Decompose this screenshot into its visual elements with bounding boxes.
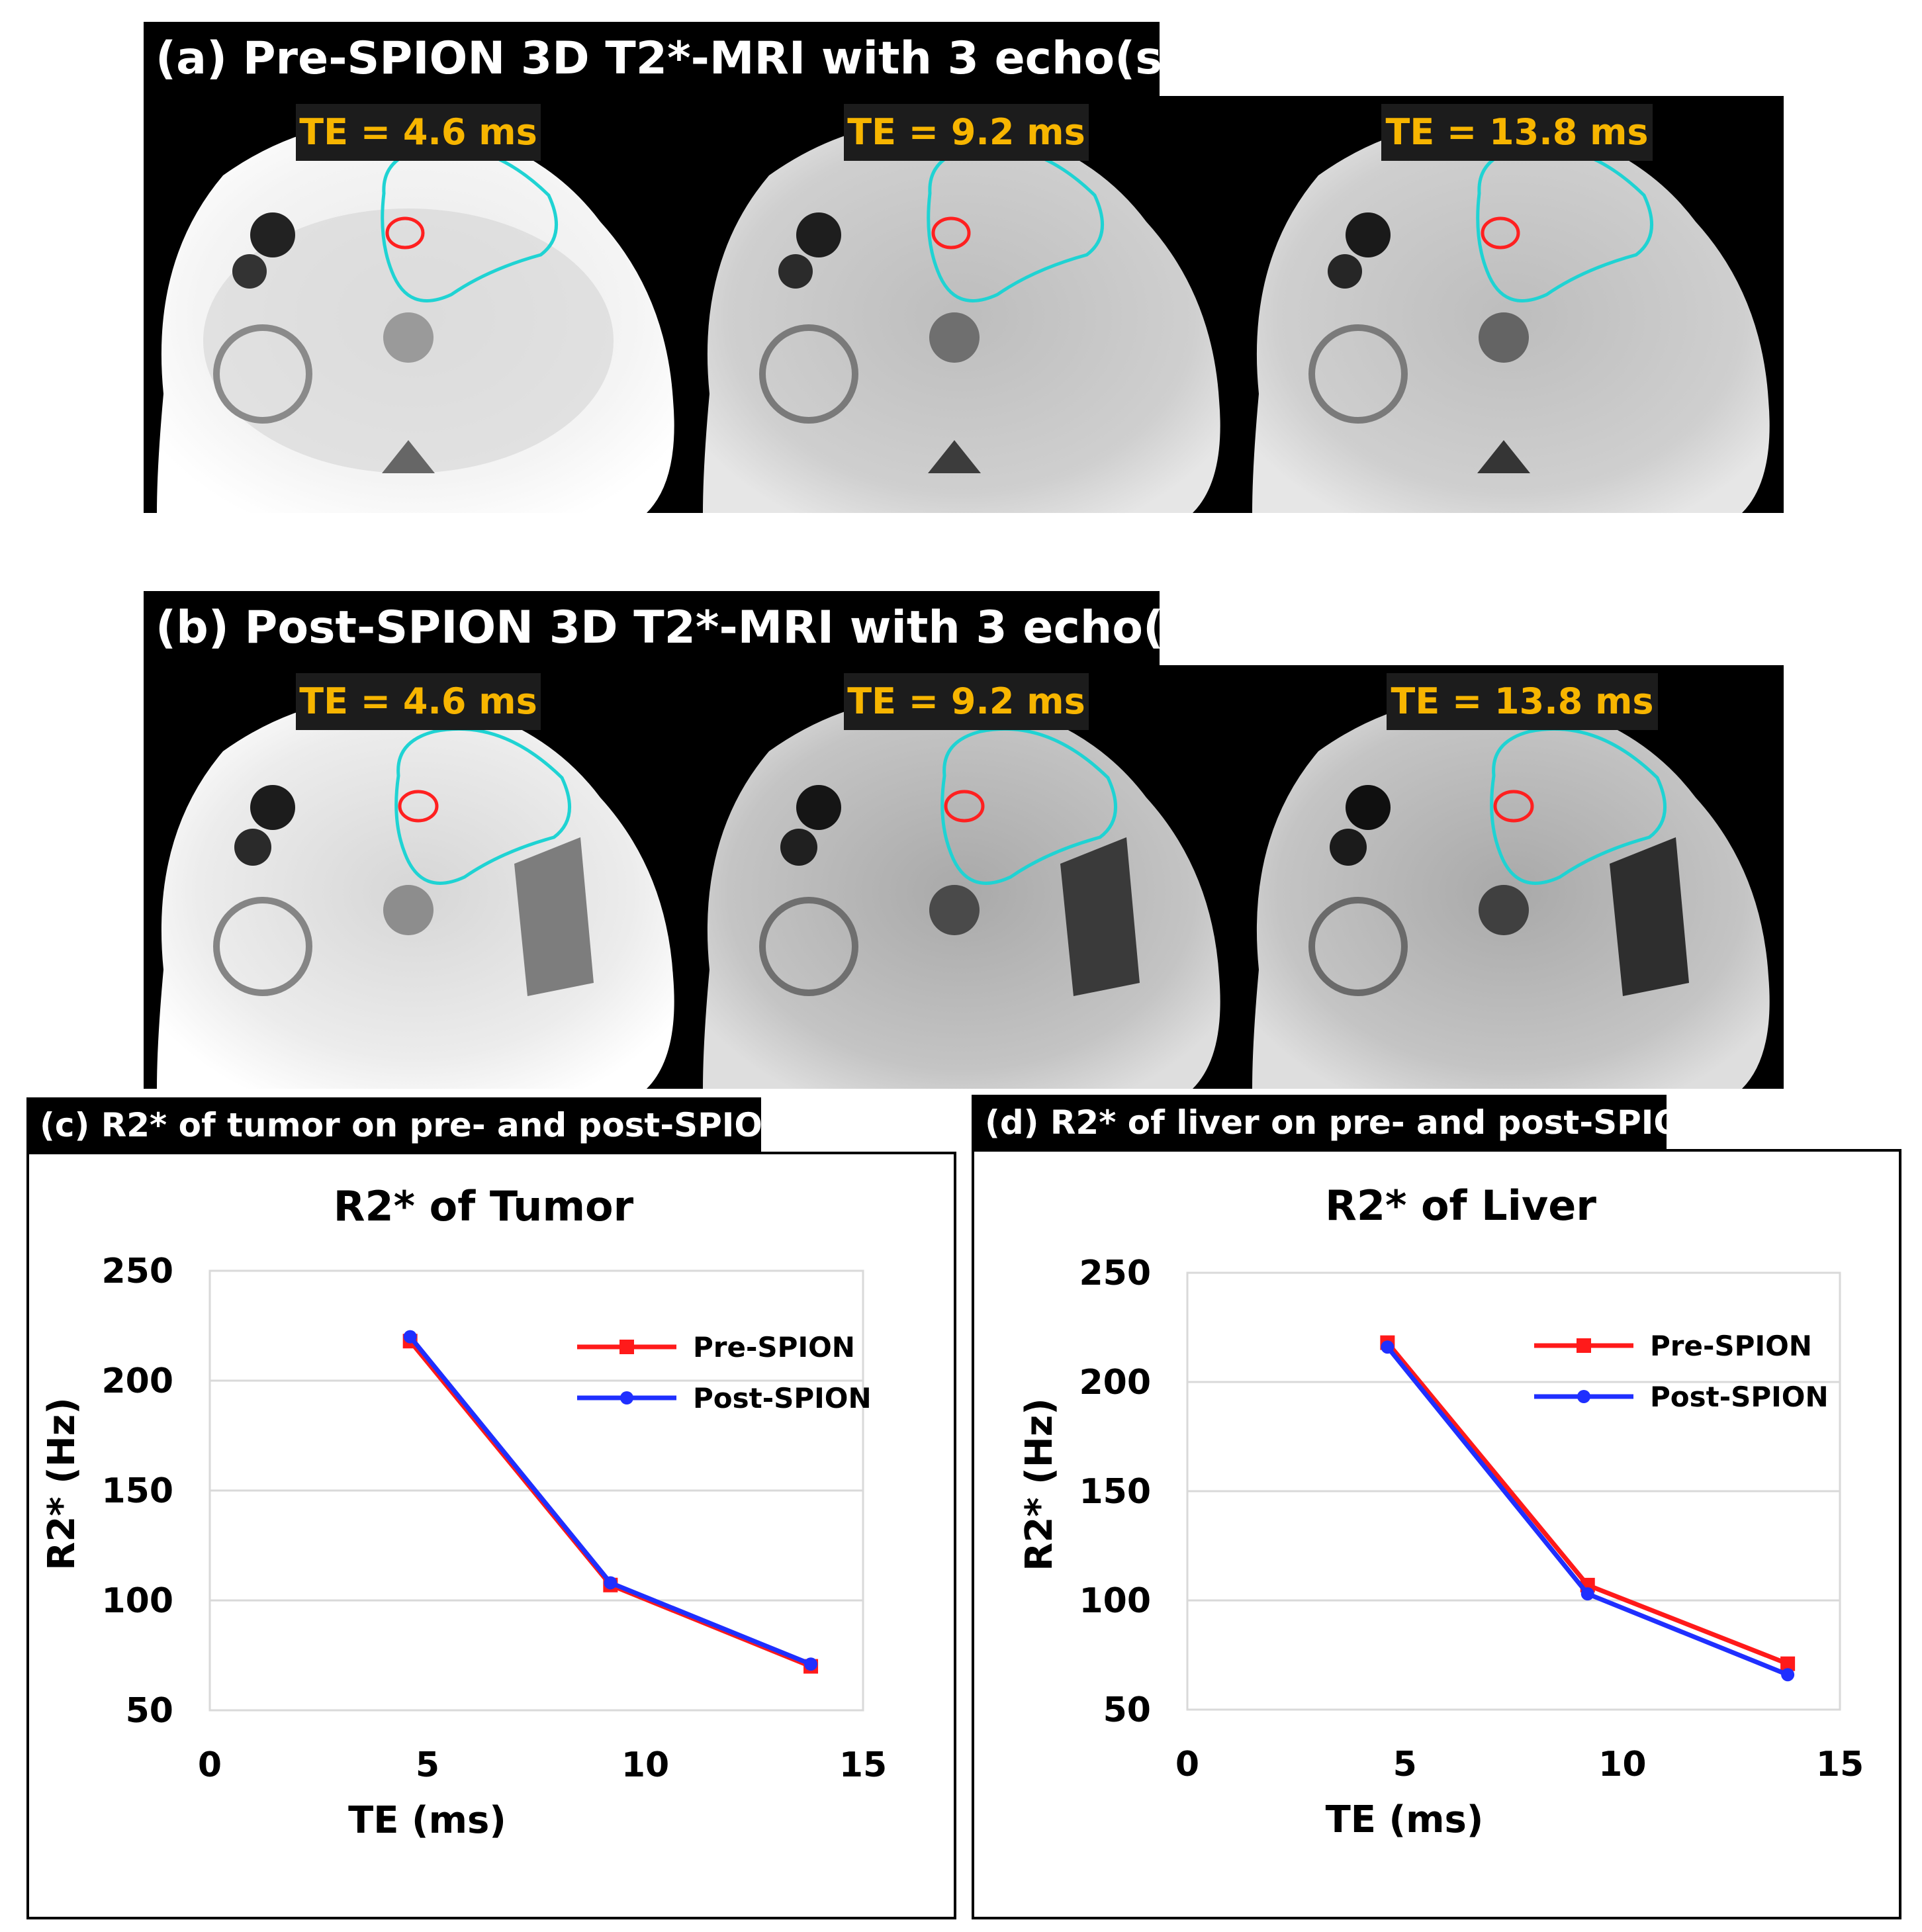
pre-spion-mri-scans [157,120,1770,513]
tumor-xtick-label: 0 [198,1745,222,1785]
liver-ytick-label: 50 [1103,1690,1151,1730]
tumor-r2star-chart: 50 100 150 200 250 0 5 10 15 R2* of Tumor TE (ms) R… [40,1182,887,1842]
liver-y-axis-label: R2* (Hz) [1018,1398,1061,1571]
post-spion-mri-strip: TE = 4.6 ms TE = 9.2 ms TE = 13.8 ms [144,665,1784,1089]
tumor-ytick-label: 100 [101,1581,173,1621]
liver-legend-marker-post-spion [1577,1390,1590,1403]
panel-a-header: (a) Pre-SPION 3D T2*-MRI with 3 echo(s) [144,22,1183,96]
te-label-post-1: TE = 4.6 ms [296,673,541,730]
liver-point-post-spion [1580,1587,1594,1601]
tumor-ytick-label: 150 [101,1471,173,1511]
liver-ytick-label: 200 [1079,1363,1151,1403]
liver-point-pre-spion [1780,1656,1796,1671]
liver-point-post-spion [1781,1668,1795,1682]
liver-xtick-label: 0 [1175,1745,1199,1784]
liver-chart-frame: 50 100 150 200 250 0 5 10 15 R2* of Liver TE (ms) R… [972,1149,1901,1919]
post-spion-mri-scans [157,696,1770,1089]
liver-legend-label: Post-SPION [1650,1381,1829,1413]
tumor-legend-label: Post-SPION [693,1382,872,1414]
tumor-chart-title: R2* of Tumor [334,1182,634,1230]
tumor-point-post-spion [804,1657,818,1671]
scan-pre-te2 [703,120,1220,513]
tumor-ytick-label: 50 [126,1691,173,1731]
tumor-xtick-label: 5 [416,1745,439,1785]
liver-x-axis-label: TE (ms) [1326,1798,1484,1841]
tumor-point-post-spion [604,1576,618,1590]
scan-pre-te1 [157,120,674,513]
tumor-point-post-spion [403,1330,417,1344]
panel-c-header: (c) R2* of tumor on pre- and post-SPION [26,1097,790,1153]
tumor-y-axis-label: R2* (Hz) [40,1397,83,1571]
scan-post-te3 [1252,696,1770,1089]
tumor-legend-label: Pre-SPION [693,1331,855,1363]
tumor-chart-frame: 50 100 150 200 250 0 5 10 15 R2* of Tumor TE (ms) R… [26,1152,956,1919]
te-label-pre-1: TE = 4.6 ms [296,104,541,161]
liver-legend-marker-pre-spion [1577,1338,1591,1353]
scan-pre-te3 [1252,120,1770,513]
liver-ytick-label: 150 [1079,1472,1151,1512]
liver-r2star-chart: 50 100 150 200 250 0 5 10 15 R2* of Liver TE (ms) R… [1018,1181,1864,1841]
tumor-legend-marker-post-spion [620,1391,633,1404]
tumor-xtick-label: 10 [621,1745,669,1785]
liver-point-post-spion [1381,1340,1395,1354]
liver-xtick-label: 5 [1393,1745,1417,1784]
liver-ytick-label: 100 [1079,1581,1151,1621]
panel-d-header: (d) R2* of liver on pre- and post-SPION [972,1095,1710,1150]
liver-chart-title: R2* of Liver [1325,1181,1596,1230]
tumor-ytick-label: 250 [101,1252,173,1291]
liver-ytick-label: 250 [1079,1254,1151,1293]
scan-post-te2 [703,696,1220,1089]
liver-xtick-label: 10 [1598,1745,1646,1784]
tumor-x-axis-label: TE (ms) [348,1799,506,1842]
te-label-pre-2: TE = 9.2 ms [844,104,1089,161]
pre-spion-mri-strip: TE = 4.6 ms TE = 9.2 ms TE = 13.8 ms [144,96,1784,513]
panel-b-header: (b) Post-SPION 3D T2*-MRI with 3 echo(s) [144,591,1211,665]
te-label-post-3: TE = 13.8 ms [1387,673,1658,730]
scan-post-te1 [157,696,674,1089]
te-label-pre-3: TE = 13.8 ms [1381,104,1653,161]
te-label-post-2: TE = 9.2 ms [844,673,1089,730]
tumor-legend-marker-pre-spion [619,1340,634,1354]
liver-xtick-label: 15 [1816,1745,1864,1784]
liver-legend-label: Pre-SPION [1650,1330,1812,1362]
tumor-xtick-label: 15 [839,1745,887,1785]
tumor-ytick-label: 200 [101,1361,173,1401]
